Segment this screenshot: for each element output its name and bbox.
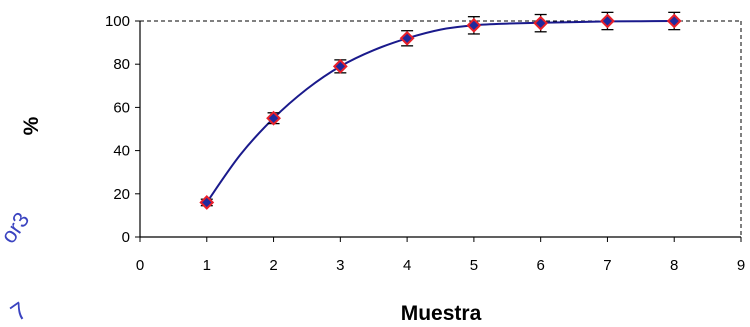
x-tick-label: 0	[136, 257, 144, 274]
y-tick-label: 60	[113, 99, 130, 116]
x-tick-label: 4	[403, 257, 411, 274]
x-tick-label: 8	[670, 257, 678, 274]
y-tick-label: 0	[122, 229, 130, 246]
stamp-upper: or3	[0, 207, 34, 247]
data-point-marker	[332, 58, 348, 74]
y-tick-label: 80	[113, 56, 130, 73]
data-point-marker	[466, 17, 482, 33]
x-tick-label: 2	[269, 257, 277, 274]
plot-frame	[140, 20, 742, 237]
data-point-marker	[666, 13, 682, 29]
x-axis-title: Muestra	[401, 302, 482, 325]
error-bars	[200, 11, 681, 207]
y-tick-label: 20	[113, 186, 130, 203]
tick-labels: 0 20 40 60 80 100 0 1 2 3 4 5 6 7 8 9	[105, 13, 745, 274]
data-point-marker	[266, 110, 281, 126]
x-tick-label: 5	[470, 257, 478, 274]
axes	[135, 20, 742, 242]
x-tick-label: 9	[737, 257, 745, 274]
stamp-lower: 7	[6, 297, 32, 327]
x-tick-label: 6	[536, 257, 544, 274]
y-tick-label: 40	[113, 143, 130, 160]
y-axis-title: %	[20, 116, 43, 135]
data-point-marker	[199, 195, 215, 210]
data-markers	[199, 13, 682, 210]
x-tick-label: 1	[203, 257, 211, 274]
fit-curve-line	[205, 20, 675, 203]
x-tick-label: 7	[603, 257, 611, 274]
data-point-marker	[533, 15, 549, 31]
data-point-marker	[399, 30, 415, 46]
fit-curve-group	[205, 20, 675, 203]
y-tick-label: 100	[105, 13, 130, 30]
x-tick-label: 3	[336, 257, 344, 274]
data-point-marker	[600, 13, 615, 29]
